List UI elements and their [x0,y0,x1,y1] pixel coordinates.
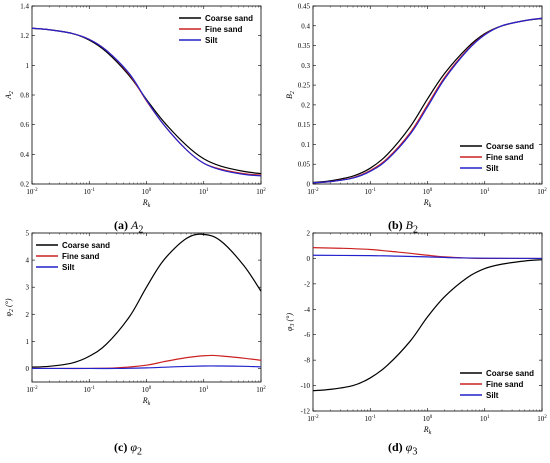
y-tick-label: 1.4 [20,3,29,11]
caption-a: (a) A2 [114,218,144,236]
y-tick-label: 0.1 [301,141,310,149]
legend-label-silt: Silt [486,391,499,400]
x-tick-label: 100 [142,386,152,394]
x-tick-label: 10-1 [365,415,377,423]
legend-label-coarse-sand: Coarse sand [205,14,253,23]
y-tick-label: 0.4 [20,151,29,159]
x-tick-label: 10-2 [26,188,38,196]
y-axis-label: A2 [4,91,15,100]
y-tick-label: 0 [26,365,30,373]
x-tick-label: 101 [480,415,490,423]
y-tick-label: 0.25 [298,82,311,90]
series-line-silt [32,365,261,370]
caption-c: (c) φ2 [114,440,142,458]
x-tick-label: 100 [423,188,433,196]
x-tick-label: 10-2 [307,415,319,423]
legend: Coarse sand Fine sand Silt [460,369,534,400]
x-tick-label: 10-2 [26,386,38,394]
legend-label-silt: Silt [62,263,75,272]
y-axis-label: φ3 (°) [285,313,296,331]
x-tick-label: 100 [142,188,152,196]
caption-b: (b) B2 [388,218,419,236]
y-tick-label: 0.2 [301,101,310,109]
x-tick-label: 101 [480,188,490,196]
y-tick-label: 0.8 [20,92,29,100]
y-tick-label: -6 [304,331,310,339]
x-tick-label: 102 [256,386,266,394]
y-tick-label: 1 [26,338,30,346]
x-axis-label: Rk [142,396,151,407]
caption-d: (d) φ3 [388,440,418,458]
legend-label-coarse-sand: Coarse sand [62,241,110,250]
series-line-coarse-sand [313,259,542,392]
y-tick-label: 5 [26,230,30,238]
y-tick-label: 3 [26,284,30,292]
y-tick-label: 0.3 [301,62,310,70]
y-tick-label: 4 [26,257,30,265]
y-tick-label: 0.35 [298,42,311,50]
series-line-silt [313,254,542,260]
series-line-silt [32,27,261,177]
x-tick-label: 10-1 [84,188,96,196]
chart-panel-d: 10-2 10-1 100 101 102 -12 -10 -8 -6 -4 -2 0 2 Rk φ3 (°… [285,230,547,437]
legend: Coarse sand Fine sand Silt [460,142,534,173]
y-tick-label: 1.2 [20,32,29,40]
x-tick-label: 10-1 [365,188,377,196]
legend: Coarse sand Fine sand Silt [36,241,110,272]
x-tick-label: 101 [199,188,209,196]
x-tick-label: 101 [199,386,209,394]
y-tick-label: 0.6 [20,121,29,129]
x-axis-label: Rk [423,425,432,436]
y-tick-label: -4 [304,306,310,314]
y-tick-label: 2 [26,311,30,319]
y-tick-label: 0.15 [298,121,311,129]
legend-label-silt: Silt [486,164,499,173]
chart-panel-c: 10-2 10-1 100 101 102 0 1 2 3 4 5 Rk φ2 (°) Coarse sa… [4,230,266,408]
y-tick-label: 0.45 [298,3,311,11]
y-axis-label: B2 [285,91,296,99]
y-tick-label: -2 [304,280,310,288]
x-axis-label: Rk [423,198,432,209]
chart-panel-a: 10-2 10-1 100 101 102 0.2 0.4 0.6 0.8 1 1.2 1.4 Rk A2… [4,3,266,210]
legend-label-fine-sand: Fine sand [62,252,99,261]
y-tick-label: 1 [26,62,30,70]
y-tick-label: 0.2 [20,181,29,189]
x-tick-label: 102 [256,188,266,196]
x-tick-label: 102 [537,415,547,423]
legend-label-fine-sand: Fine sand [486,380,523,389]
x-tick-label: 10-2 [307,188,319,196]
series-line-coarse-sand [32,233,261,368]
y-tick-label: 0 [307,255,311,263]
series-line-silt [313,17,542,184]
y-tick-label: -12 [301,408,311,416]
legend-label-coarse-sand: Coarse sand [486,142,534,151]
y-tick-label: 0 [307,181,311,189]
chart-panel-b: 10-2 10-1 100 101 102 0 0.05 0.1 0.15 0.2 0.25 0.3 0… [285,3,547,210]
series-line-fine-sand [32,27,261,176]
y-tick-label: -10 [301,382,311,390]
legend-label-fine-sand: Fine sand [486,153,523,162]
legend-label-silt: Silt [205,36,218,45]
y-tick-label: 0.05 [298,161,311,169]
y-tick-label: 0.4 [301,22,310,30]
y-axis-label: φ2 (°) [4,298,15,316]
legend: Coarse sand Fine sand Silt [179,14,253,45]
y-tick-label: -8 [304,357,310,365]
y-tick-label: 2 [307,230,311,238]
legend-label-fine-sand: Fine sand [205,25,242,34]
x-axis-label: Rk [142,198,151,209]
x-tick-label: 100 [423,415,433,423]
legend-label-coarse-sand: Coarse sand [486,369,534,378]
x-tick-label: 102 [537,188,547,196]
x-tick-label: 10-1 [84,386,96,394]
